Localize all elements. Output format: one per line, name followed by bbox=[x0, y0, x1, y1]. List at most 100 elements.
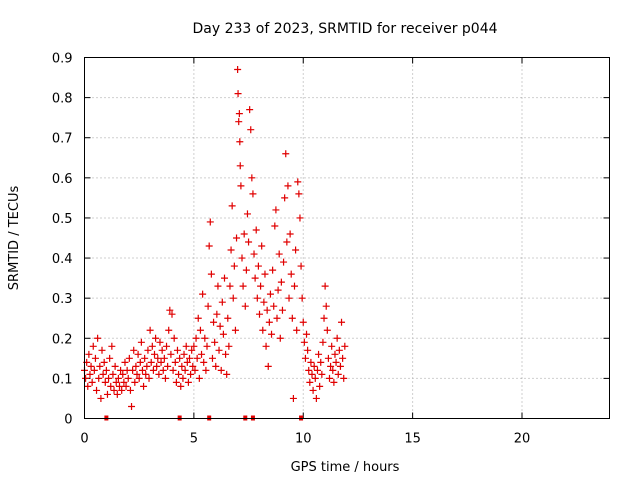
data-point bbox=[249, 190, 257, 198]
data-point bbox=[201, 334, 209, 342]
y-tick-label: 0.4 bbox=[52, 252, 73, 267]
data-point bbox=[141, 354, 149, 362]
y-tick-label: 0.2 bbox=[52, 332, 73, 347]
data-point bbox=[129, 366, 137, 374]
data-point bbox=[160, 354, 168, 362]
data-point bbox=[278, 306, 286, 314]
data-point bbox=[128, 402, 136, 410]
x-tick-label: 0 bbox=[80, 432, 88, 447]
data-point bbox=[204, 302, 212, 310]
data-point bbox=[281, 194, 289, 202]
data-point bbox=[231, 326, 239, 334]
data-point bbox=[297, 262, 305, 270]
data-point bbox=[259, 326, 267, 334]
data-point bbox=[318, 370, 326, 378]
data-points bbox=[81, 66, 349, 410]
data-point bbox=[306, 378, 314, 386]
data-point bbox=[208, 354, 216, 362]
data-point bbox=[202, 366, 210, 374]
data-point bbox=[82, 374, 90, 382]
data-point bbox=[121, 358, 129, 366]
data-point bbox=[285, 294, 293, 302]
data-point bbox=[118, 386, 126, 394]
data-point bbox=[143, 362, 151, 370]
data-point bbox=[168, 310, 176, 318]
data-point bbox=[265, 318, 273, 326]
data-point bbox=[341, 342, 349, 350]
data-point bbox=[133, 370, 141, 378]
data-point bbox=[286, 230, 294, 238]
data-point bbox=[215, 346, 223, 354]
data-point bbox=[109, 370, 117, 378]
data-point bbox=[114, 374, 122, 382]
data-point bbox=[270, 302, 278, 310]
data-point bbox=[236, 138, 244, 146]
data-point bbox=[253, 294, 261, 302]
data-point bbox=[183, 358, 191, 366]
data-point bbox=[257, 282, 265, 290]
data-point bbox=[102, 366, 110, 374]
data-point bbox=[327, 362, 335, 370]
y-tick-label: 0.9 bbox=[52, 52, 73, 67]
data-point bbox=[217, 366, 225, 374]
data-point bbox=[256, 310, 263, 318]
data-point bbox=[224, 314, 232, 322]
data-point bbox=[276, 334, 284, 342]
data-point bbox=[188, 346, 196, 354]
data-point bbox=[319, 338, 327, 346]
data-point bbox=[275, 250, 283, 258]
data-point bbox=[284, 182, 292, 190]
data-point bbox=[108, 342, 116, 350]
data-point bbox=[296, 214, 304, 222]
data-point bbox=[134, 350, 142, 358]
data-point bbox=[136, 358, 144, 366]
data-point bbox=[235, 118, 243, 126]
data-point bbox=[331, 350, 339, 358]
data-point bbox=[229, 294, 237, 302]
data-point bbox=[322, 302, 330, 310]
data-point bbox=[214, 282, 222, 290]
data-point bbox=[88, 378, 96, 386]
data-point bbox=[119, 370, 127, 378]
x-tick-label: 20 bbox=[514, 432, 531, 447]
data-point bbox=[193, 354, 201, 362]
data-point bbox=[189, 362, 197, 370]
data-point bbox=[203, 342, 211, 350]
data-point bbox=[339, 354, 347, 362]
data-point bbox=[112, 378, 120, 386]
data-point bbox=[167, 350, 175, 358]
data-point bbox=[181, 366, 189, 374]
data-point bbox=[233, 234, 241, 242]
data-point bbox=[89, 342, 97, 350]
data-point bbox=[338, 318, 346, 326]
data-point bbox=[124, 374, 132, 382]
data-point bbox=[157, 358, 165, 366]
x-axis-label: GPS time / hours bbox=[291, 460, 400, 475]
data-point bbox=[93, 386, 101, 394]
data-point bbox=[146, 326, 154, 334]
data-point bbox=[247, 126, 255, 134]
data-point bbox=[90, 366, 98, 374]
data-point bbox=[239, 282, 247, 290]
data-point bbox=[307, 358, 315, 366]
data-point bbox=[84, 382, 92, 390]
data-point bbox=[300, 338, 308, 346]
data-point bbox=[323, 326, 331, 334]
data-point bbox=[251, 274, 259, 282]
data-point bbox=[240, 230, 248, 238]
data-point bbox=[105, 374, 113, 382]
data-point bbox=[152, 334, 160, 342]
data-point bbox=[95, 374, 103, 382]
data-point bbox=[153, 362, 161, 370]
data-point bbox=[269, 266, 277, 274]
data-point bbox=[227, 246, 235, 254]
data-point bbox=[241, 302, 249, 310]
data-point bbox=[222, 350, 230, 358]
data-point bbox=[226, 282, 234, 290]
data-point bbox=[283, 238, 291, 246]
data-point bbox=[122, 382, 130, 390]
data-point bbox=[110, 386, 118, 394]
data-point bbox=[320, 314, 328, 322]
y-tick-label: 0.1 bbox=[52, 372, 73, 387]
data-point bbox=[324, 354, 332, 362]
